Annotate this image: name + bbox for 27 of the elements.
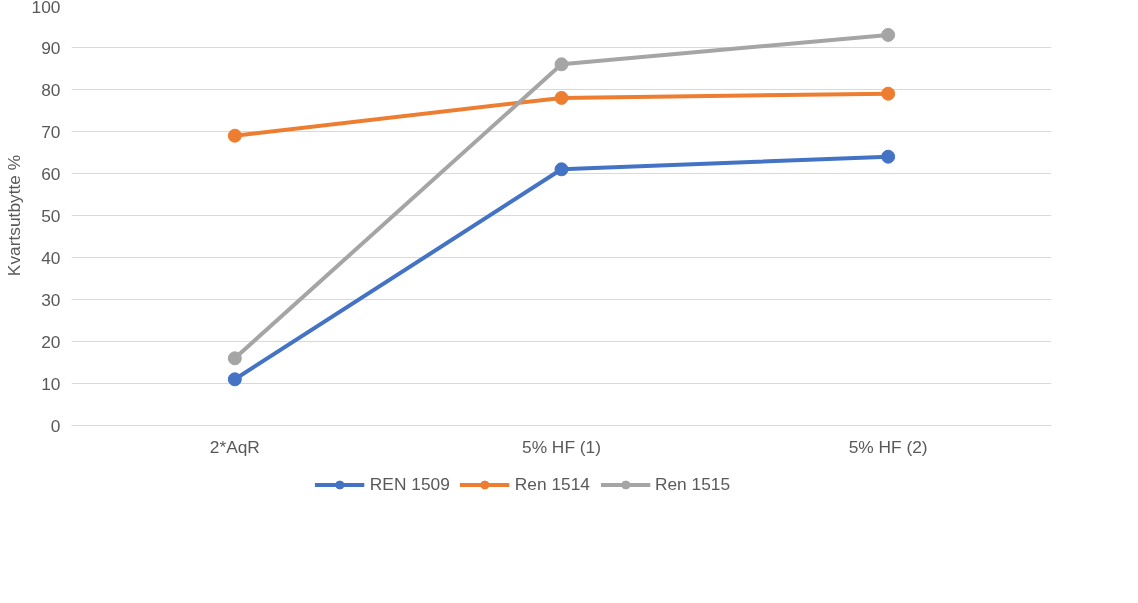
- y-tick-label: 30: [41, 289, 61, 310]
- point: [881, 86, 896, 101]
- point: [554, 90, 569, 105]
- x-tick-label: 2*AqR: [209, 436, 260, 457]
- y-tick-label: 20: [41, 331, 61, 352]
- legend-label: Ren 1515: [654, 473, 731, 495]
- y-tick-label: 10: [41, 373, 61, 394]
- point: [881, 149, 896, 164]
- y-tick-label: 80: [41, 79, 61, 100]
- legend-label: Ren 1514: [514, 473, 590, 495]
- y-tick-label: 0: [50, 415, 61, 436]
- y-axis-title: Kvartsutbytte %: [3, 154, 24, 277]
- x-tick-label: 5% HF (1): [522, 436, 601, 457]
- point: [227, 128, 242, 143]
- point: [227, 372, 242, 387]
- y-tick-label: 90: [41, 37, 61, 58]
- y-tick-label: 50: [41, 205, 61, 226]
- point: [554, 162, 569, 177]
- point: [554, 57, 569, 72]
- point: [881, 27, 896, 42]
- y-tick-label: 40: [41, 247, 61, 268]
- legend-label: REN 1509: [369, 473, 450, 495]
- x-tick-label: 5% HF (2): [848, 436, 928, 457]
- point: [227, 351, 242, 366]
- y-tick-label: 70: [41, 121, 61, 142]
- y-tick-label: 60: [41, 163, 61, 184]
- y-tick-label: 100: [31, 0, 61, 17]
